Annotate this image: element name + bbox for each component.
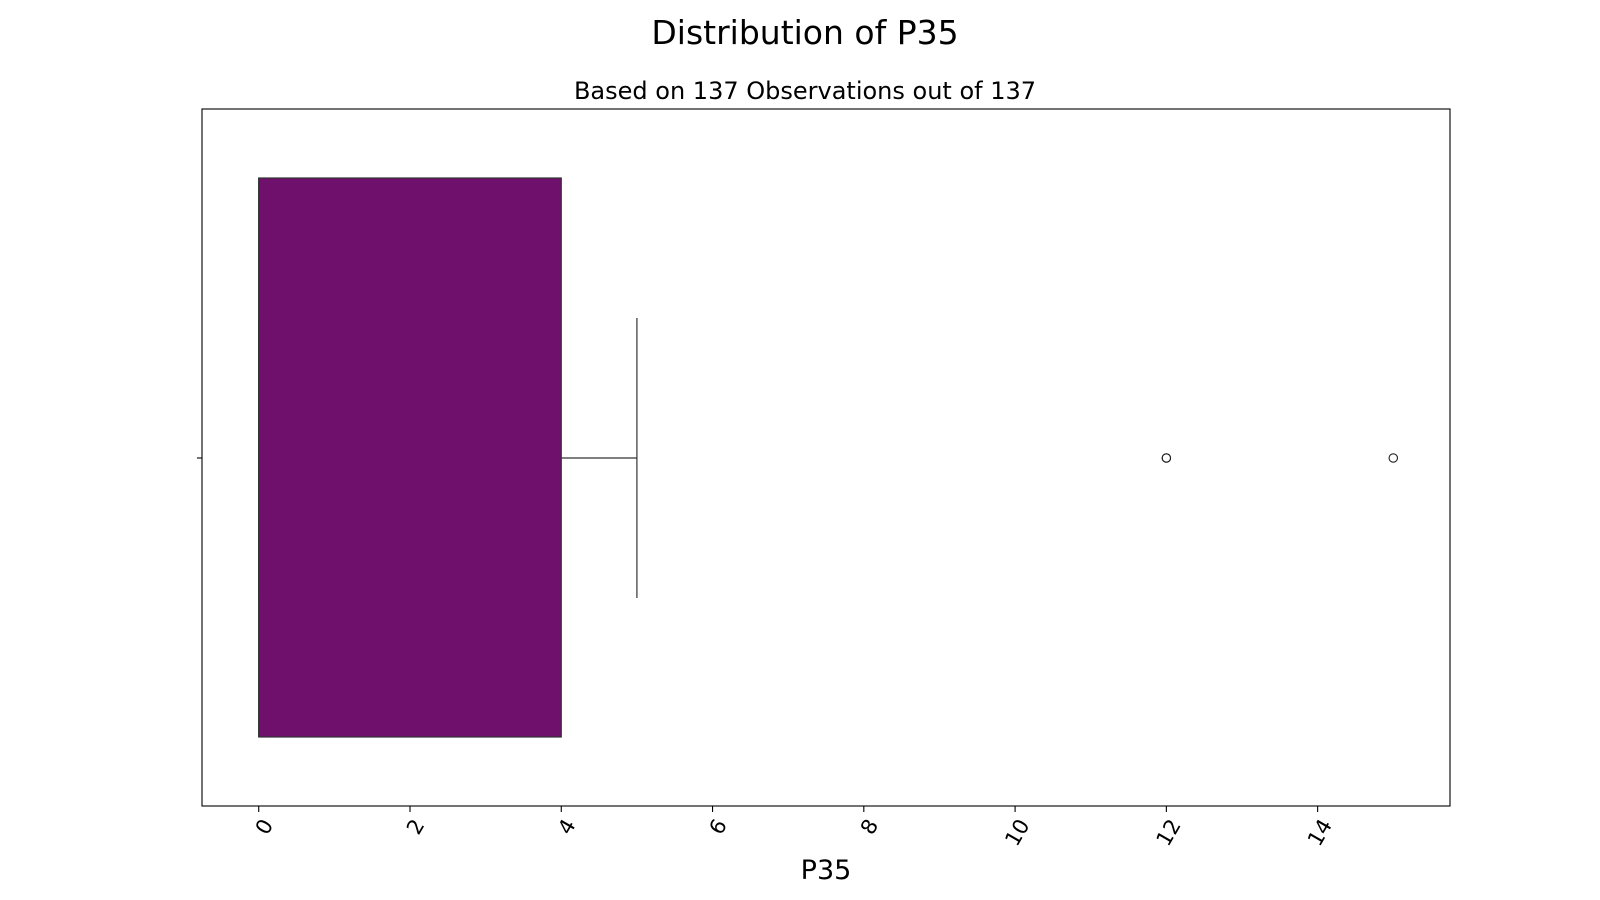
chart-subtitle: Based on 137 Observations out of 137: [574, 77, 1036, 105]
x-tick-label: 8: [856, 815, 883, 839]
chart-title: Distribution of P35: [651, 13, 958, 52]
iqr-box: [258, 177, 562, 738]
x-tick-label: 0: [251, 815, 278, 839]
x-axis-label: P35: [801, 855, 852, 886]
x-tick-label: 2: [402, 815, 429, 839]
x-tick-label: 4: [553, 815, 580, 839]
x-tick-label: 12: [1152, 815, 1186, 850]
x-tick-label: 10: [1000, 815, 1034, 850]
plot-area: [197, 108, 1451, 807]
x-tick-label: 14: [1303, 815, 1337, 850]
outlier-point: [1161, 453, 1172, 463]
x-tick-label: 6: [704, 815, 731, 839]
outlier-point: [1388, 453, 1399, 463]
x-axis: 0 2 4 6 8 10 12 14: [251, 806, 1337, 850]
